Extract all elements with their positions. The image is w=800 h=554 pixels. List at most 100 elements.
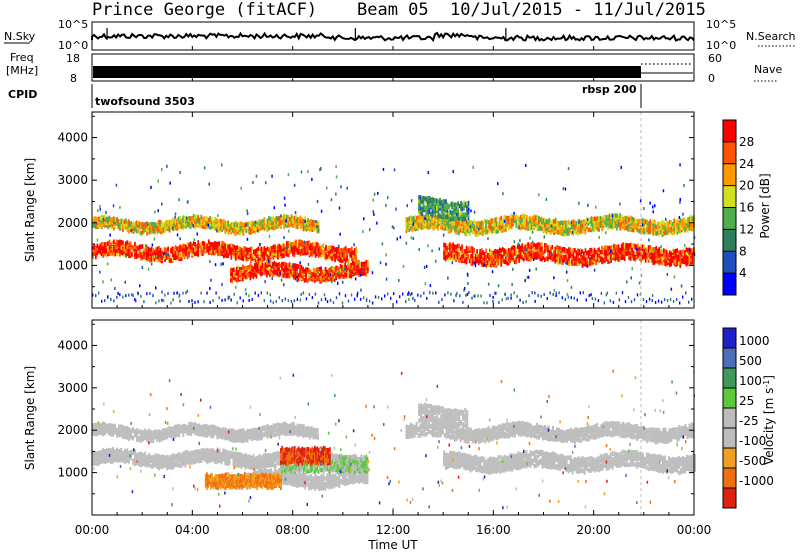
echo-cell [456, 230, 459, 235]
echo-cell [269, 293, 271, 297]
echo-cell [470, 219, 472, 225]
echo-cell [281, 215, 284, 221]
echo-cell [480, 262, 483, 267]
echo-cell [535, 215, 537, 220]
echo-cell [574, 256, 576, 261]
echo-cell [519, 225, 522, 231]
echo-cell [544, 217, 546, 223]
echo-cell [221, 240, 224, 246]
echo-cell [135, 252, 138, 257]
echo-cell [178, 295, 180, 299]
echo-cell [625, 225, 627, 231]
echo-cell [335, 247, 338, 252]
echo-cell [674, 248, 677, 254]
echo-cell [456, 253, 459, 258]
echo-cell [691, 257, 694, 262]
echo-cell [167, 256, 169, 262]
echo-cell [524, 220, 527, 226]
echo-cell [482, 260, 484, 265]
echo-cell [305, 275, 307, 281]
echo-cell [473, 247, 475, 253]
echo-cell [204, 218, 207, 224]
echo-cell [445, 201, 447, 207]
echo-cell [664, 254, 667, 259]
echo-cell [134, 244, 136, 249]
echo-cell [429, 284, 432, 287]
echo-cell [458, 252, 460, 257]
echo-cell [525, 243, 528, 248]
echo-cell [578, 229, 581, 234]
echo-cell [114, 287, 116, 290]
echo-cell [264, 280, 266, 284]
echo-cell [444, 216, 447, 222]
echo-cell [536, 247, 539, 253]
echo-cell [538, 226, 540, 231]
echo-cell [498, 217, 501, 222]
echo-cell [293, 220, 296, 225]
echo-cell [605, 248, 608, 253]
echo-cell [126, 251, 129, 257]
echo-cell [413, 216, 415, 221]
echo-cell [592, 253, 594, 259]
echo-cell [218, 218, 221, 224]
echo-cell [117, 222, 120, 227]
echo-cell [536, 242, 539, 248]
echo-cell [602, 253, 605, 259]
echo-cell [338, 254, 341, 260]
echo-cell [590, 252, 593, 258]
echo-cell [117, 240, 120, 245]
echo-cell [634, 221, 636, 226]
echo-cell [583, 259, 585, 264]
echo-cell [611, 216, 614, 221]
echo-cell [660, 245, 662, 249]
echo-cell [687, 217, 689, 222]
echo-cell [494, 217, 496, 222]
echo-cell [531, 240, 534, 244]
echo-cell [569, 223, 572, 228]
echo-cell [626, 226, 629, 232]
echo-cell [643, 251, 645, 257]
echo-cell [233, 271, 235, 276]
echo-cell [134, 298, 136, 301]
echo-cell [101, 222, 103, 228]
echo-cell [577, 258, 579, 263]
echo-cell [297, 264, 300, 269]
echo-cell [405, 217, 408, 222]
echo-cell [363, 217, 365, 221]
echo-cell [407, 226, 409, 232]
echo-cell [116, 295, 118, 299]
echo-cell [307, 170, 309, 174]
echo-cell [281, 272, 283, 278]
nsky-label: N.Sky [4, 30, 36, 43]
echo-cell [183, 222, 186, 228]
echo-cell [652, 205, 654, 209]
echo-cell [419, 207, 422, 213]
echo-cell [525, 251, 528, 257]
echo-cell [320, 244, 323, 249]
echo-cell [405, 221, 408, 226]
echo-cell [182, 243, 184, 249]
echo-cell [296, 224, 299, 229]
echo-cell [140, 294, 142, 298]
echo-cell [454, 215, 456, 221]
echo-cell [271, 253, 273, 259]
echo-cell [203, 166, 206, 170]
echo-cell [443, 223, 445, 229]
echo-cell [348, 263, 351, 268]
echo-cell [605, 222, 608, 228]
echo-cell [257, 256, 260, 262]
echo-cell [308, 219, 311, 225]
echo-cell [151, 243, 154, 247]
echo-cell [420, 225, 423, 230]
echo-cell [635, 250, 638, 255]
echo-cell [141, 229, 144, 235]
echo-cell [101, 246, 103, 251]
echo-cell [286, 251, 288, 256]
echo-cell [681, 249, 683, 255]
echo-cell [250, 246, 252, 252]
echo-cell [230, 228, 233, 233]
echo-cell [471, 228, 474, 233]
echo-cell [653, 223, 656, 228]
echo-cell [166, 164, 168, 168]
echo-cell [563, 254, 566, 260]
